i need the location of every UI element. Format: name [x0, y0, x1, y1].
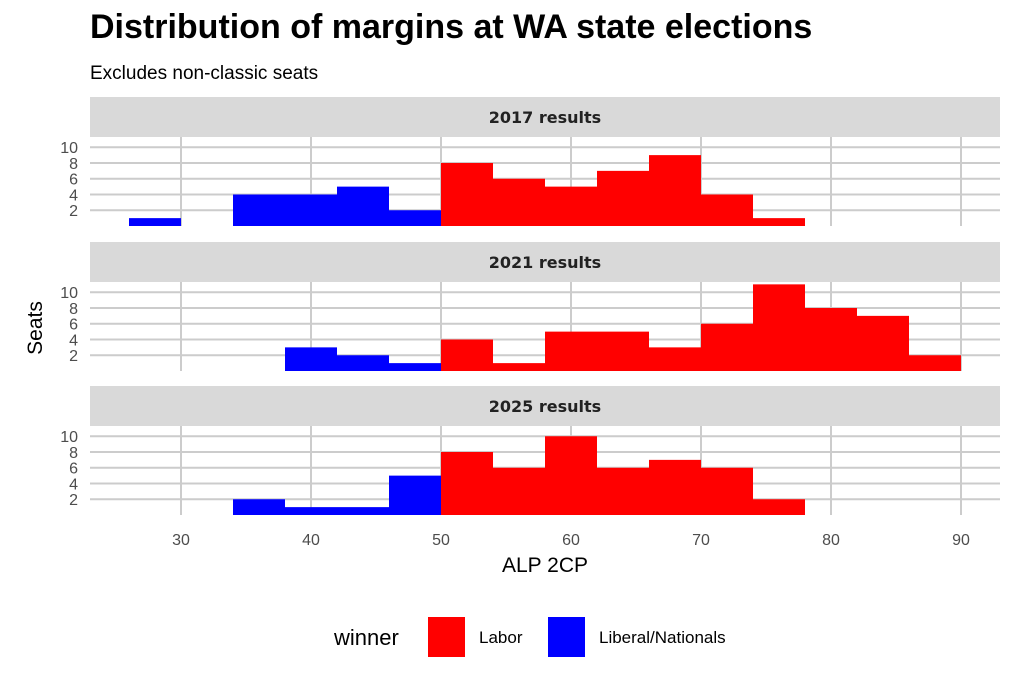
histogram-bar [545, 436, 597, 515]
x-tick-label: 80 [822, 532, 840, 549]
histogram-bar [909, 355, 961, 371]
histogram-bar [649, 155, 701, 226]
histogram-bar [233, 499, 285, 515]
histogram-bar [753, 499, 805, 515]
histogram-bar [285, 507, 337, 515]
histogram-bar [441, 339, 493, 371]
chart-title: Distribution of margins at WA state elec… [90, 8, 812, 46]
y-tick-label: 10 [60, 285, 78, 302]
chart-subtitle: Excludes non-classic seats [90, 63, 318, 84]
histogram-bar [441, 162, 493, 226]
y-tick-label: 2 [69, 348, 78, 365]
y-tick-label: 4 [69, 476, 78, 493]
histogram-bar [649, 459, 701, 515]
histogram-bar [649, 347, 701, 371]
legend-label: Labor [479, 628, 523, 647]
x-tick-label: 60 [562, 532, 580, 549]
histogram-bar [389, 475, 441, 515]
facet-strip-label: 2021 results [489, 253, 601, 272]
histogram-bar [597, 331, 649, 371]
histogram-bar [857, 315, 909, 371]
histogram-bar [545, 331, 597, 371]
legend-key [548, 617, 585, 657]
y-tick-label: 6 [69, 317, 78, 334]
x-tick-label: 50 [432, 532, 450, 549]
facet-strip [90, 242, 1000, 282]
x-axis-title: ALP 2CP [502, 554, 588, 577]
histogram-bar [233, 194, 285, 226]
y-tick-label: 8 [69, 156, 78, 173]
facet-strip-label: 2017 results [489, 108, 601, 127]
histogram-bar [337, 355, 389, 371]
histogram-bar [701, 467, 753, 515]
histogram-bar [753, 218, 805, 226]
histogram-bar [493, 467, 545, 515]
x-axis-ticks: 30 40 50 60 70 80 90 [172, 532, 970, 549]
y-tick-label: 8 [69, 445, 78, 462]
y-tick-label: 6 [69, 172, 78, 189]
y-tick-label: 2 [69, 492, 78, 509]
legend-key [428, 617, 465, 657]
legend-title: winner [333, 625, 399, 650]
histogram-bar [129, 218, 181, 226]
y-tick-label: 10 [60, 429, 78, 446]
histogram-bar [285, 347, 337, 371]
facet-strip [90, 97, 1000, 137]
histogram-bar [701, 323, 753, 371]
legend-label: Liberal/Nationals [599, 628, 726, 647]
histogram-bar [545, 186, 597, 226]
y-tick-label: 6 [69, 461, 78, 478]
histogram-bar [389, 363, 441, 371]
histogram-bar [597, 170, 649, 226]
histogram-bar [493, 178, 545, 226]
histogram-bar [493, 363, 545, 371]
histogram-bar [337, 186, 389, 226]
histogram-bar [753, 284, 805, 371]
legend: winner Labor Liberal/Nationals [333, 617, 726, 657]
y-tick-label: 4 [69, 332, 78, 349]
facet-strip [90, 386, 1000, 426]
histogram-bar [389, 210, 441, 226]
facet-strip-label: 2025 results [489, 397, 601, 416]
y-tick-label: 10 [60, 140, 78, 157]
y-tick-label: 8 [69, 301, 78, 318]
histogram-bar [337, 507, 389, 515]
histogram-bar [805, 307, 857, 371]
x-tick-label: 90 [952, 532, 970, 549]
x-tick-label: 30 [172, 532, 190, 549]
histogram-bar [441, 451, 493, 515]
y-tick-label: 4 [69, 187, 78, 204]
y-tick-label: 2 [69, 203, 78, 220]
x-tick-label: 40 [302, 532, 320, 549]
histogram-bar [701, 194, 753, 226]
x-tick-label: 70 [692, 532, 710, 549]
histogram-bar [285, 194, 337, 226]
y-axis-title: Seats [24, 301, 47, 355]
histogram-bar [597, 467, 649, 515]
